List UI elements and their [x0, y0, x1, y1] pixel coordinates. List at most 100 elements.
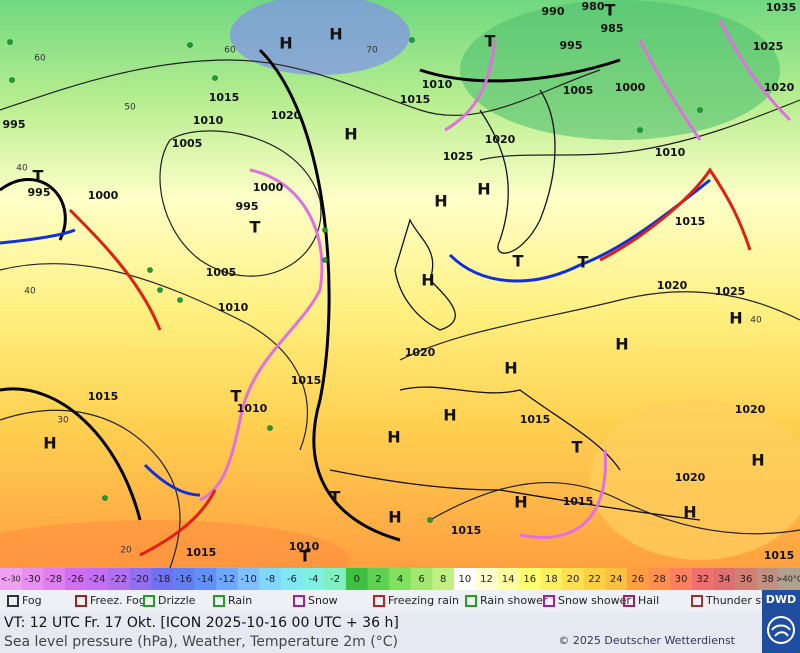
pressure-label: 1010 — [422, 78, 453, 91]
scale-cell — [172, 568, 196, 590]
legend-label: Snow — [308, 594, 338, 607]
description: Sea level pressure (hPa), Weather, Tempe… — [4, 634, 398, 650]
pressure-label: 1020 — [405, 346, 436, 359]
legend-label: Rain shower — [480, 594, 548, 607]
scale-label: >40°C — [776, 575, 800, 584]
scale-label: -6 — [287, 574, 297, 585]
weather-symbols — [7, 37, 703, 523]
fronts — [0, 19, 792, 557]
scale-label: 30 — [675, 574, 688, 585]
pressure-label: 995 — [560, 39, 583, 52]
scale-label: 20 — [567, 574, 580, 585]
scale-label: 36 — [740, 574, 753, 585]
legend-label: Hail — [638, 594, 659, 607]
scale-label: 2 — [375, 574, 381, 585]
scale-cell — [129, 568, 152, 590]
scale-label: <-30 — [1, 575, 21, 584]
pressure-label: 985 — [601, 22, 624, 35]
scale-cell — [43, 568, 66, 590]
pressure-label: 1035 — [766, 1, 797, 14]
high-pressure-center: H — [329, 25, 342, 44]
scale-cell — [324, 568, 347, 590]
temperature-label: 20 — [120, 546, 132, 556]
scale-label: -8 — [265, 574, 275, 585]
low-pressure-center: T — [605, 1, 616, 20]
scale-cell — [605, 568, 628, 590]
scale-cell — [670, 568, 693, 590]
temperature-scale: <-30 -30 -28 -26 -24 -22 -20 -18 -16 -14 -12 -10 -8-… — [0, 568, 800, 590]
scale-label: -28 — [46, 574, 62, 585]
scale-cell — [497, 568, 520, 590]
high-pressure-center: H — [279, 34, 292, 53]
scale-cell — [518, 568, 542, 590]
scale-cell — [562, 568, 585, 590]
temperature-label: 40 — [24, 287, 36, 297]
scale-cell — [108, 568, 131, 590]
legend-icon — [543, 595, 555, 607]
pressure-label: 995 — [236, 200, 259, 213]
low-pressure-center: T — [572, 438, 583, 457]
pressure-label: 1025 — [443, 150, 474, 163]
legend-label: Snow shower — [558, 594, 631, 607]
pressure-label: 1015 — [675, 215, 706, 228]
temperature-label: 70 — [366, 46, 378, 56]
scale-cell — [151, 568, 174, 590]
pressure-label: 1020 — [735, 403, 766, 416]
pressure-label: 1005 — [172, 137, 203, 150]
scale-label: 10 — [458, 574, 471, 585]
pressure-label: 1010 — [237, 402, 268, 415]
pressure-label: 1025 — [715, 285, 746, 298]
temperature-label: 40 — [750, 316, 762, 326]
pressure-label: 1020 — [675, 471, 706, 484]
isobars — [0, 59, 800, 569]
scale-cell — [21, 568, 44, 590]
pressure-label: 1020 — [271, 109, 302, 122]
pressure-label: 1000 — [253, 181, 284, 194]
footer-background — [0, 612, 762, 653]
scale-label: -30 — [24, 574, 40, 585]
scale-cell — [64, 568, 87, 590]
scale-label: -10 — [240, 574, 256, 585]
scale-cell — [194, 568, 217, 590]
legend-icon — [143, 595, 155, 607]
high-pressure-center: H — [443, 406, 456, 425]
high-pressure-center: H — [388, 508, 401, 527]
pressure-label: 1010 — [218, 301, 249, 314]
scale-cell — [778, 568, 800, 590]
pressure-label: 995 — [28, 186, 51, 199]
low-pressure-center: T — [300, 547, 311, 566]
low-pressure-center: T — [485, 32, 496, 51]
cool-area — [460, 0, 780, 140]
scale-cell — [302, 568, 325, 590]
high-pressure-center: H — [751, 451, 764, 470]
main-isobars — [0, 48, 621, 542]
pressure-label: 1010 — [193, 114, 224, 127]
pressure-label: 1000 — [615, 81, 646, 94]
scale-cell — [86, 568, 109, 590]
scale-cell — [454, 568, 477, 590]
temperature-label: 30 — [57, 416, 69, 426]
copyright: © 2025 Deutscher Wetterdienst — [558, 634, 735, 647]
scale-label: 0 — [354, 574, 360, 585]
dwd-logo-symbol — [767, 616, 795, 644]
legend-icon — [465, 595, 477, 607]
scale-cell — [281, 568, 304, 590]
scale-cell — [540, 568, 563, 590]
pressure-label: 1020 — [657, 279, 688, 292]
scale-cell — [756, 568, 779, 590]
pressure-label: 1010 — [289, 540, 320, 553]
scale-cell — [259, 568, 282, 590]
pressure-label: 995 — [3, 118, 26, 131]
scale-label: -24 — [89, 574, 105, 585]
scale-label: -26 — [68, 574, 84, 585]
scale-label: -2 — [330, 574, 340, 585]
high-pressure-center: H — [504, 359, 517, 378]
scale-cell — [0, 568, 23, 590]
low-pressure-center: T — [578, 253, 589, 272]
legend-label: Freezing rain — [388, 594, 459, 607]
dwd-logo-waves — [771, 624, 791, 637]
low-pressure-center: T — [33, 167, 44, 186]
temperature-label: 40 — [16, 164, 28, 174]
scale-cell — [475, 568, 498, 590]
